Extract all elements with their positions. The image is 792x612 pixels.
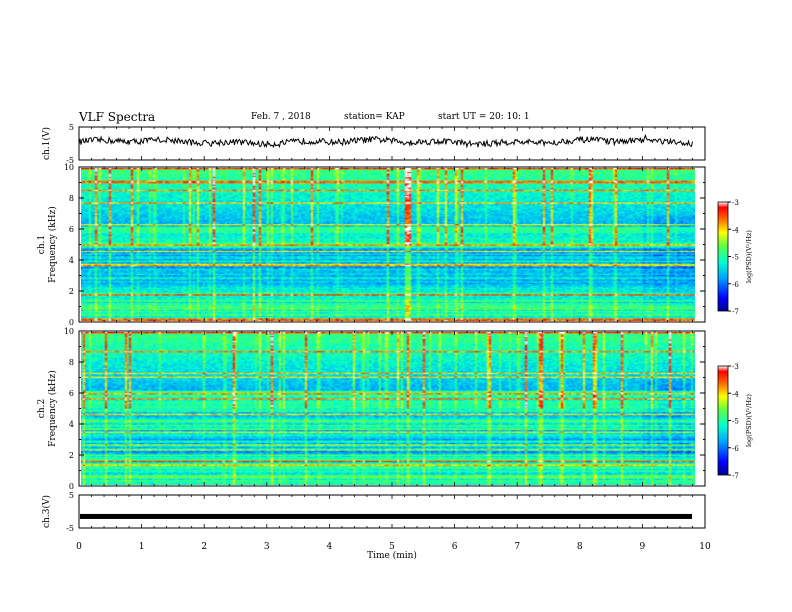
ch2-spectrogram-colorbar bbox=[717, 365, 729, 476]
colorbar-tick-label: -7 bbox=[732, 308, 739, 316]
x-axis-label: Time (min) bbox=[367, 550, 417, 561]
ch1-spectrogram-ylabel: ch.1 bbox=[37, 235, 47, 254]
ch2-spectrogram-ylabel: Frequency (kHz) bbox=[47, 370, 58, 447]
colorbar-tick-label: -7 bbox=[732, 472, 739, 480]
y-tick-label: 4 bbox=[69, 256, 74, 265]
x-tick-label: 0 bbox=[76, 542, 82, 552]
y-tick-label: -5 bbox=[66, 156, 74, 165]
ch2-spectrogram-colorbar-label: log(PSD)(V²/Hz) bbox=[745, 394, 753, 447]
spectrogram-image bbox=[81, 168, 695, 321]
colorbar-tick-label: -4 bbox=[732, 226, 739, 234]
colorbar-tick-label: -3 bbox=[732, 363, 739, 371]
x-tick-label: 4 bbox=[327, 542, 333, 552]
y-tick-label: 2 bbox=[69, 287, 74, 296]
station-label: station= KAP bbox=[344, 112, 405, 122]
ch2-spectrogram-ylabel: ch.2 bbox=[37, 399, 47, 418]
y-tick-label: 5 bbox=[69, 123, 74, 132]
y-tick-label: 8 bbox=[69, 358, 74, 367]
ch3-voltage-frame bbox=[78, 494, 706, 529]
colorbar-tick-label: -4 bbox=[732, 390, 739, 398]
x-tick-label: 7 bbox=[514, 542, 520, 552]
x-tick-label: 6 bbox=[452, 542, 458, 552]
ch1-voltage-ylabel: ch.1(V) bbox=[41, 127, 52, 160]
colorbar-tick-label: -3 bbox=[732, 199, 739, 207]
x-tick-label: 9 bbox=[640, 542, 646, 552]
date-label: Feb. 7 , 2018 bbox=[251, 112, 311, 122]
x-tick-label: 3 bbox=[264, 542, 270, 552]
y-tick-label: 0 bbox=[69, 318, 74, 327]
y-tick-label: 6 bbox=[69, 225, 74, 234]
y-tick-label: 10 bbox=[64, 327, 74, 336]
colorbar-tick-label: -5 bbox=[732, 418, 739, 426]
y-tick-label: 10 bbox=[64, 163, 74, 172]
ch1-spectrogram-ylabel: Frequency (kHz) bbox=[47, 206, 58, 283]
ch3-signal-trace bbox=[80, 513, 692, 519]
colorbar-tick-label: -6 bbox=[732, 281, 739, 289]
figure-title: VLF Spectra bbox=[79, 110, 156, 124]
x-tick-label: 2 bbox=[201, 542, 207, 552]
x-tick-label: 5 bbox=[389, 542, 395, 552]
start-time-label: start UT = 20: 10: 1 bbox=[438, 112, 530, 122]
y-tick-label: 5 bbox=[69, 491, 74, 500]
ch1-spectrogram-colorbar bbox=[717, 201, 729, 312]
spectrogram-image bbox=[81, 332, 695, 485]
ch1-spectrogram-colorbar-label: log(PSD)(V²/Hz) bbox=[745, 230, 753, 283]
ch3-voltage-ylabel: ch.3(V) bbox=[41, 495, 52, 528]
x-tick-label: 8 bbox=[577, 542, 583, 552]
colorbar-tick-label: -6 bbox=[732, 445, 739, 453]
y-tick-label: -5 bbox=[66, 524, 74, 533]
colorbar-tick-label: -5 bbox=[732, 254, 739, 262]
y-tick-label: 8 bbox=[69, 194, 74, 203]
x-tick-label: 1 bbox=[139, 542, 145, 552]
ch1-signal-trace bbox=[78, 133, 693, 149]
y-tick-label: 6 bbox=[69, 389, 74, 398]
y-tick-label: 2 bbox=[69, 451, 74, 460]
x-tick-label: 10 bbox=[699, 542, 711, 552]
y-tick-label: 0 bbox=[69, 482, 74, 491]
y-tick-label: 4 bbox=[69, 420, 74, 429]
